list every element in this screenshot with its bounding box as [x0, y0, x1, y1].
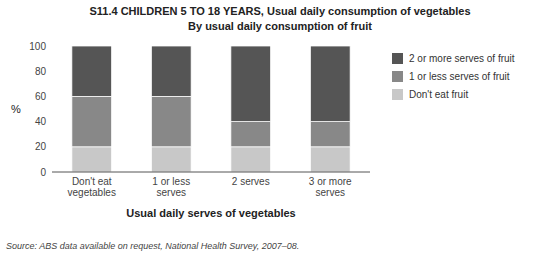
y-tick-label: 80: [35, 66, 47, 77]
annotation: Source: ABS data available on request, N…: [6, 241, 299, 251]
bar-segment: [310, 122, 350, 147]
y-tick-label: 0: [40, 167, 46, 178]
bar-segment: [72, 46, 112, 96]
x-tick-label-line: Don't eat: [72, 176, 112, 187]
chart: S11.4 CHILDREN 5 TO 18 YEARS, Usual dail…: [0, 0, 560, 256]
legend-swatch: [392, 71, 403, 82]
y-tick-label: 60: [35, 91, 47, 102]
legend-label: Don't eat fruit: [409, 89, 468, 100]
legend-label: 1 or less serves of fruit: [409, 71, 510, 82]
bar-segment: [151, 46, 191, 96]
bar-segment: [151, 96, 191, 146]
bar-segment: [231, 147, 271, 172]
bar-segment: [72, 147, 112, 172]
x-tick-label-line: serves: [157, 187, 186, 198]
subtitle: By usual daily consumption of fruit: [188, 20, 372, 32]
legend-swatch: [392, 89, 403, 100]
x-axis-label: Usual daily serves of vegetables: [126, 207, 295, 219]
title: S11.4 CHILDREN 5 TO 18 YEARS, Usual dail…: [89, 5, 470, 17]
x-tick-label-line: 3 or more: [309, 176, 352, 187]
bar-segment: [151, 147, 191, 172]
x-tick-label: 3 or moreserves: [309, 176, 352, 198]
y-axis-label: %: [11, 103, 21, 115]
y-tick-label: 20: [35, 141, 47, 152]
x-tick-label-line: 2 serves: [232, 176, 270, 187]
bar-segment: [231, 46, 271, 122]
x-tick-label-line: serves: [316, 187, 345, 198]
x-tick-label: 2 serves: [232, 176, 270, 187]
bar-segment: [231, 122, 271, 147]
legend-label: 2 or more serves of fruit: [409, 53, 515, 64]
bar-segment: [72, 96, 112, 146]
x-tick-label-line: 1 or less: [152, 176, 190, 187]
x-axis-line: [52, 172, 370, 173]
x-tick-label: Don't eatvegetables: [68, 176, 116, 198]
y-tick-label: 100: [29, 41, 46, 52]
bar-segment: [310, 46, 350, 122]
bar-segment: [310, 147, 350, 172]
legend-swatch: [392, 53, 403, 64]
x-tick-label: 1 or lessserves: [152, 176, 190, 198]
x-tick-label-line: vegetables: [68, 187, 116, 198]
y-tick-label: 40: [35, 116, 47, 127]
legend: 2 or more serves of fruit 1 or less serve…: [392, 53, 515, 100]
